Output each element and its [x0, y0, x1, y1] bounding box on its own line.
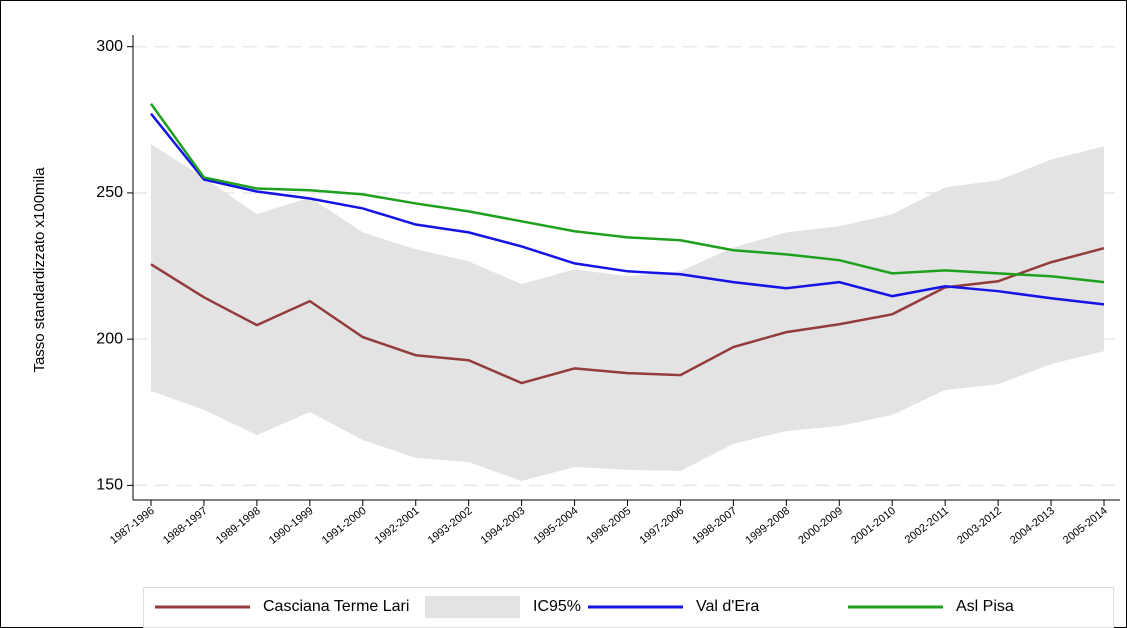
y-tick-label: 150	[96, 477, 123, 494]
y-tick-label: 300	[96, 38, 123, 55]
x-tick-label: 2005-2014	[1061, 505, 1110, 547]
x-tick-label: 1994-2003	[479, 505, 528, 547]
x-tick-label: 1989-1998	[214, 505, 263, 547]
legend-label: IC95%	[533, 598, 581, 615]
x-tick-label: 2002-2011	[903, 505, 951, 546]
x-tick-label: 2001-2010	[849, 505, 898, 547]
x-tick-label: 1995-2004	[532, 505, 581, 547]
x-tick-label: 2004-2013	[1008, 505, 1057, 547]
legend-label: Val d'Era	[696, 598, 759, 615]
y-tick-label: 250	[96, 184, 123, 201]
legend-swatch	[425, 596, 520, 618]
legend-label: Casciana Terme Lari	[263, 598, 409, 615]
y-tick-label: 200	[96, 330, 123, 347]
x-tick-label: 2003-2012	[955, 505, 1004, 547]
x-tick-label: 1993-2002	[426, 505, 475, 547]
x-tick-label: 1992-2001	[373, 505, 422, 547]
x-tick-label: 1987-1996	[108, 505, 157, 547]
y-axis-label: Tasso standardizzato x100mila	[31, 167, 48, 373]
x-tick-label: 1998-2007	[690, 505, 739, 547]
x-tick-label: 1999-2008	[743, 505, 792, 547]
x-tick-label: 1997-2006	[637, 505, 686, 547]
ci-band	[151, 144, 1104, 481]
x-tick-label: 2000-2009	[796, 505, 845, 547]
line	[149, 102, 1105, 284]
x-tick-label: 1988-1997	[161, 505, 210, 547]
x-tick-label: 1990-1999	[267, 505, 316, 547]
legend-label: Asl Pisa	[956, 598, 1014, 615]
x-tick-label: 1996-2005	[585, 505, 634, 547]
line	[150, 112, 1105, 306]
x-tick-label: 1991-2000	[320, 505, 369, 547]
